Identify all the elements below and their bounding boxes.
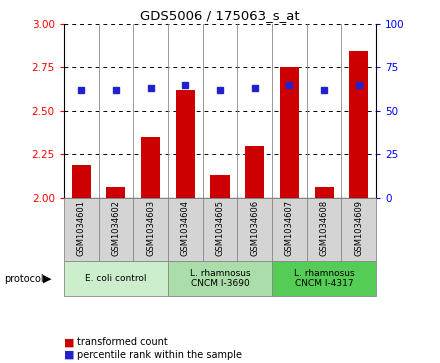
- Text: GSM1034608: GSM1034608: [319, 200, 329, 256]
- Bar: [176, 90, 195, 198]
- Bar: [141, 137, 160, 198]
- Text: ■: ■: [64, 350, 74, 360]
- Text: GDS5006 / 175063_s_at: GDS5006 / 175063_s_at: [140, 9, 300, 22]
- Bar: [168, 198, 203, 261]
- Text: ▶: ▶: [43, 274, 52, 284]
- Bar: [341, 198, 376, 261]
- Text: protocol: protocol: [4, 274, 44, 284]
- Bar: [315, 187, 334, 198]
- Text: GSM1034602: GSM1034602: [111, 200, 121, 256]
- Text: E. coli control: E. coli control: [85, 274, 147, 283]
- Text: L. rhamnosus
CNCM I-3690: L. rhamnosus CNCM I-3690: [190, 269, 250, 288]
- Text: GSM1034607: GSM1034607: [285, 200, 294, 256]
- Bar: [210, 175, 230, 198]
- Bar: [72, 165, 91, 198]
- Text: GSM1034605: GSM1034605: [216, 200, 224, 256]
- Bar: [307, 198, 341, 261]
- Bar: [64, 198, 99, 261]
- Text: GSM1034609: GSM1034609: [354, 200, 363, 256]
- Bar: [64, 261, 168, 296]
- Bar: [168, 261, 272, 296]
- Bar: [245, 146, 264, 198]
- Bar: [280, 67, 299, 198]
- Text: transformed count: transformed count: [77, 337, 168, 347]
- Text: GSM1034601: GSM1034601: [77, 200, 86, 256]
- Text: GSM1034603: GSM1034603: [146, 200, 155, 256]
- Text: GSM1034604: GSM1034604: [181, 200, 190, 256]
- Bar: [99, 198, 133, 261]
- Bar: [133, 198, 168, 261]
- Text: GSM1034606: GSM1034606: [250, 200, 259, 256]
- Bar: [272, 261, 376, 296]
- Bar: [237, 198, 272, 261]
- Bar: [106, 187, 125, 198]
- Text: ■: ■: [64, 337, 74, 347]
- Bar: [203, 198, 237, 261]
- Text: L. rhamnosus
CNCM I-4317: L. rhamnosus CNCM I-4317: [294, 269, 355, 288]
- Bar: [349, 52, 368, 198]
- Bar: [272, 198, 307, 261]
- Text: percentile rank within the sample: percentile rank within the sample: [77, 350, 242, 360]
